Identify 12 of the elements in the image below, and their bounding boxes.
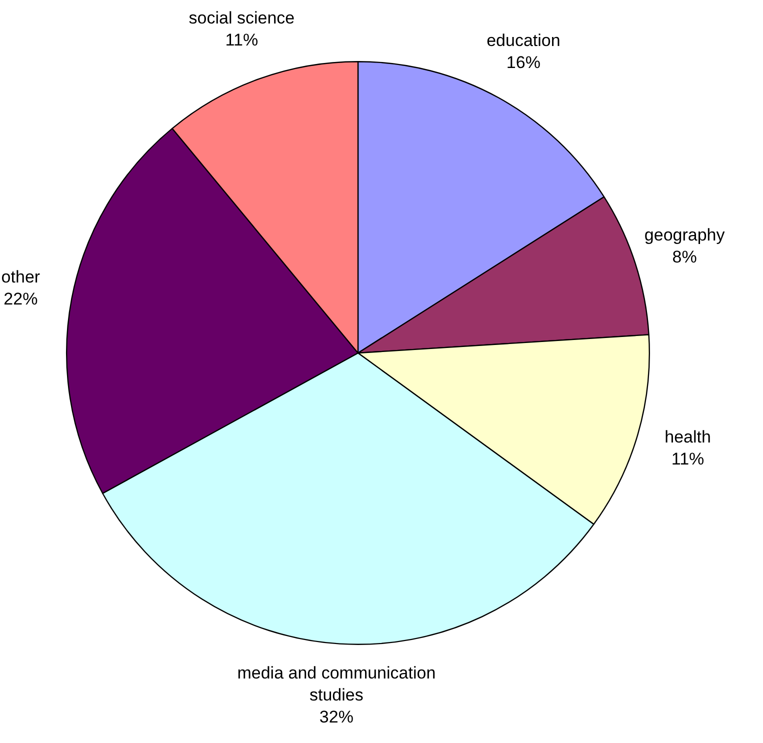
slice-label: health — [664, 427, 711, 446]
data-label: 22% — [4, 289, 38, 308]
data-label: 11% — [671, 449, 704, 468]
slice-label: geography — [644, 226, 726, 245]
slice-label: social science — [188, 8, 295, 28]
slice-label: media and communication studies — [237, 663, 436, 704]
slice-label: education — [486, 30, 560, 50]
data-label: 8% — [672, 248, 697, 267]
data-label: 32% — [319, 707, 354, 726]
slice-label: other — [1, 267, 40, 286]
data-label: 16% — [506, 52, 540, 72]
data-label: 11% — [225, 30, 258, 50]
